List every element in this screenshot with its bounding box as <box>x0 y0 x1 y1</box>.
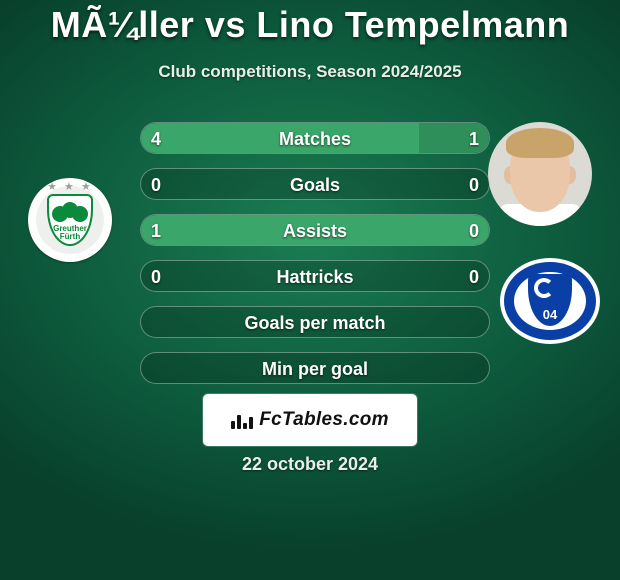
stat-row: Assists1 0 <box>140 214 490 246</box>
schalke-g-icon <box>534 278 554 298</box>
brand-label: FcTables.com <box>259 409 389 431</box>
subtitle: Club competitions, Season 2024/2025 <box>0 62 620 82</box>
player2-club-crest: 04 <box>500 258 600 344</box>
date-label: 22 october 2024 <box>0 454 620 475</box>
crest-stars-icon: ★ ★ ★ <box>47 180 93 193</box>
player1-crest-label: Greuther Fürth <box>49 225 91 241</box>
stat-value-right: 0 <box>469 261 479 291</box>
stat-value-left: 0 <box>151 261 161 291</box>
stat-label: Goals per match <box>141 307 489 337</box>
stat-row: Matches4 1 <box>140 122 490 154</box>
stat-row: Goals0 0 <box>140 168 490 200</box>
stat-value-left: 1 <box>151 215 161 245</box>
stats-comparison: Matches41Goals00Assists10Hattricks00Goal… <box>140 122 490 398</box>
bars-icon <box>231 411 253 429</box>
stat-label: Goals <box>141 169 489 199</box>
player2-crest-label: 04 <box>543 307 557 326</box>
stat-value-left: 0 <box>151 169 161 199</box>
stat-value-right: 1 <box>469 123 479 153</box>
stat-label: Hattricks <box>141 261 489 291</box>
stat-value-right: 0 <box>469 169 479 199</box>
page-title: MÃ¼ller vs Lino Tempelmann <box>0 4 620 46</box>
stat-row: Min per goal <box>140 352 490 384</box>
stat-row: Goals per match <box>140 306 490 338</box>
stat-row: Hattricks0 0 <box>140 260 490 292</box>
stat-label: Assists <box>141 215 489 245</box>
player2-avatar <box>488 122 592 226</box>
stat-value-left: 4 <box>151 123 161 153</box>
clover-icon <box>62 202 78 218</box>
stat-label: Min per goal <box>141 353 489 383</box>
stat-value-right: 0 <box>469 215 479 245</box>
brand-plaque: FcTables.com <box>205 396 415 444</box>
player1-club-crest: ★ ★ ★ Greuther Fürth <box>28 178 112 262</box>
stat-label: Matches <box>141 123 489 153</box>
